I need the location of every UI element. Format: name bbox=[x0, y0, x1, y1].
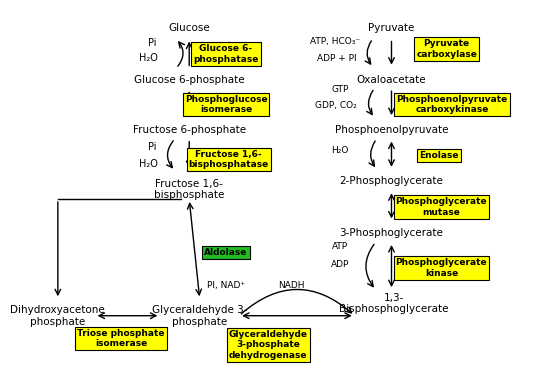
Text: Glyceraldehyde 3-
phosphate: Glyceraldehyde 3- phosphate bbox=[152, 305, 247, 327]
Text: Phosphoenolpyruvate
carboxykinase: Phosphoenolpyruvate carboxykinase bbox=[396, 95, 508, 114]
Text: Glucose 6-
phosphatase: Glucose 6- phosphatase bbox=[193, 44, 259, 64]
Text: Glucose 6-phosphate: Glucose 6-phosphate bbox=[134, 75, 245, 85]
Text: 3-Phosphoglycerate: 3-Phosphoglycerate bbox=[340, 228, 443, 238]
Text: ATP: ATP bbox=[332, 242, 348, 251]
Text: H₂O: H₂O bbox=[332, 146, 349, 155]
Text: Oxaloacetate: Oxaloacetate bbox=[357, 75, 426, 85]
Text: ADP: ADP bbox=[331, 260, 349, 268]
Text: Phosphoglucose
isomerase: Phosphoglucose isomerase bbox=[185, 95, 267, 114]
Text: Fructose 1,6-
bisphosphate: Fructose 1,6- bisphosphate bbox=[154, 179, 225, 200]
Text: Pi: Pi bbox=[148, 142, 157, 152]
Text: Triose phosphate
isomerase: Triose phosphate isomerase bbox=[77, 329, 165, 348]
Text: Pyruvate
carboxylase: Pyruvate carboxylase bbox=[416, 39, 477, 58]
Text: ADP + PI: ADP + PI bbox=[316, 54, 356, 63]
Text: Phosphoglycerate
mutase: Phosphoglycerate mutase bbox=[396, 197, 487, 217]
Text: H₂O: H₂O bbox=[139, 54, 158, 63]
Text: 1,3-
Bisphosphoglycerate: 1,3- Bisphosphoglycerate bbox=[339, 292, 449, 314]
Text: H₂O: H₂O bbox=[139, 159, 158, 168]
Text: Phosphoenolpyruvate: Phosphoenolpyruvate bbox=[335, 124, 448, 135]
Text: Aldolase: Aldolase bbox=[204, 248, 248, 257]
Text: Glucose: Glucose bbox=[168, 23, 210, 33]
Text: Dihydroxyacetone
phosphate: Dihydroxyacetone phosphate bbox=[10, 305, 105, 327]
Text: 2-Phosphoglycerate: 2-Phosphoglycerate bbox=[340, 176, 443, 186]
Text: Phosphoglycerate
kinase: Phosphoglycerate kinase bbox=[396, 258, 487, 278]
Text: Enolase: Enolase bbox=[419, 151, 458, 160]
Text: Pi: Pi bbox=[148, 38, 157, 48]
Text: Glyceraldehyde
3-phosphate
dehydrogenase: Glyceraldehyde 3-phosphate dehydrogenase bbox=[228, 330, 307, 360]
Text: GDP, CO₂: GDP, CO₂ bbox=[315, 101, 357, 110]
Text: Pyruvate: Pyruvate bbox=[368, 23, 415, 33]
Text: Fructose 1,6-
bisphosphatase: Fructose 1,6- bisphosphatase bbox=[188, 150, 269, 169]
Text: Fructose 6-phosphate: Fructose 6-phosphate bbox=[133, 124, 246, 135]
Text: NADH: NADH bbox=[279, 281, 305, 290]
Text: PI, NAD⁺: PI, NAD⁺ bbox=[207, 281, 245, 290]
Text: GTP: GTP bbox=[332, 85, 349, 94]
Text: ATP, HCO₃⁻: ATP, HCO₃⁻ bbox=[309, 38, 360, 46]
